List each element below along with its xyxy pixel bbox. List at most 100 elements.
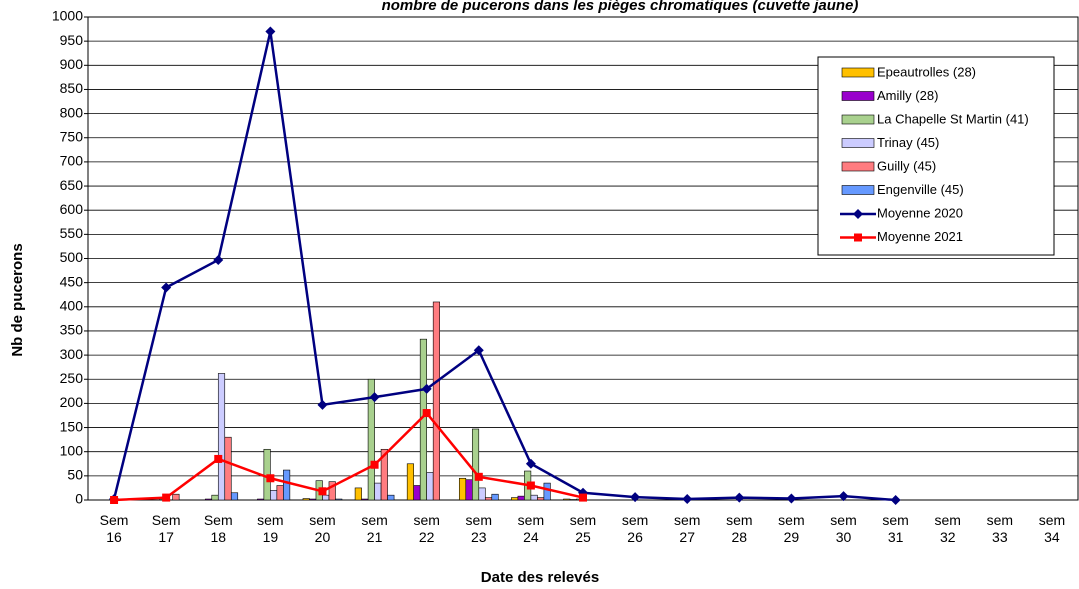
bar	[413, 485, 421, 501]
bar	[335, 498, 343, 501]
x-tick-label: Sem 18	[203, 512, 233, 545]
x-tick-label: sem 31	[882, 512, 909, 545]
x-tick-label: sem 22	[413, 512, 440, 545]
marker	[630, 492, 641, 503]
bar	[380, 448, 388, 501]
bar	[309, 498, 317, 501]
marker	[370, 460, 379, 469]
bar	[230, 492, 239, 501]
bar	[354, 487, 362, 501]
x-axis-label: Date des relevés	[481, 569, 599, 586]
marker	[579, 493, 587, 502]
y-tick-label: 1000	[52, 8, 83, 24]
y-tick-label: 900	[60, 56, 84, 72]
marker	[526, 481, 535, 490]
y-tick-label: 50	[67, 467, 83, 483]
legend-label: Moyenne 2020	[877, 205, 963, 220]
bar	[465, 479, 473, 501]
bar	[322, 494, 330, 501]
y-tick-label: 750	[60, 128, 84, 144]
y-axis-label: Nb de pucerons	[9, 243, 26, 356]
y-tick-label: 400	[60, 298, 84, 314]
bar	[478, 487, 486, 501]
marker	[265, 26, 276, 37]
y-tick-label: 850	[60, 80, 84, 96]
bar	[328, 481, 336, 501]
bar	[491, 493, 499, 501]
marker	[786, 493, 797, 504]
line	[112, 31, 896, 502]
x-tick-label: sem 28	[726, 512, 753, 545]
legend-marker	[854, 233, 862, 242]
chart-title: nombre de pucerons dans les pièges chrom…	[382, 0, 859, 14]
marker	[266, 474, 275, 483]
legend-swatch	[841, 138, 875, 148]
bar	[172, 493, 180, 501]
bar	[426, 472, 434, 501]
bar	[283, 469, 291, 501]
legend: Epeautrolles (28) Amilly (28) La Chapelle …	[817, 56, 1055, 256]
y-tick-label: 450	[60, 273, 84, 289]
x-tick-label: sem 26	[621, 512, 649, 545]
bar	[276, 485, 284, 501]
y-tick-label: 550	[60, 225, 84, 241]
bar	[224, 436, 232, 501]
bar	[217, 373, 226, 501]
y-tick-label: 300	[60, 346, 84, 362]
legend-label: Moyenne 2021	[877, 229, 963, 244]
legend-label: Trinay (45)	[877, 135, 939, 150]
legend-swatch	[841, 67, 875, 78]
bar	[211, 494, 219, 501]
x-tick-label: sem 20	[309, 512, 336, 545]
bar	[517, 495, 525, 501]
bar	[543, 482, 551, 501]
marker	[421, 383, 432, 394]
y-tick-label: 150	[60, 418, 84, 434]
legend-label: Amilly (28)	[877, 88, 938, 103]
marker	[734, 492, 745, 503]
x-tick-label: Sem 17	[151, 512, 181, 545]
legend-label: Engenville (45)	[877, 182, 964, 197]
x-tick-label: sem 29	[778, 512, 805, 545]
bar	[458, 477, 467, 501]
x-tick-label: sem 32	[934, 512, 961, 545]
bar	[302, 498, 310, 501]
legend-label: Epeautrolles (28)	[877, 64, 976, 79]
legend-marker	[853, 209, 863, 219]
x-tick-label: sem 34	[1038, 512, 1066, 545]
legend-swatch	[841, 161, 875, 172]
y-tick-label: 700	[60, 153, 84, 169]
marker	[318, 487, 327, 496]
x-tick-label: sem 27	[673, 512, 701, 545]
x-tick-label: sem 25	[569, 512, 597, 545]
line	[113, 411, 584, 502]
bar	[530, 494, 538, 501]
x-tick-label: Sem 16	[99, 512, 129, 545]
legend-swatch	[841, 185, 875, 195]
y-tick-label: 0	[75, 491, 83, 507]
legend-box	[817, 56, 1055, 256]
bar	[471, 428, 480, 501]
marker	[317, 399, 328, 410]
bar	[257, 498, 265, 501]
legend-swatch	[841, 114, 875, 125]
bar	[406, 463, 414, 501]
marker	[838, 491, 849, 502]
bar	[537, 497, 545, 501]
marker	[110, 496, 119, 504]
y-tick-label: 650	[60, 177, 84, 193]
marker	[890, 495, 901, 505]
x-tick-label: sem 24	[517, 512, 545, 545]
y-tick-label: 950	[60, 32, 84, 48]
x-tick-label: sem 19	[257, 512, 284, 545]
bar	[270, 490, 278, 501]
x-tick-label: sem 21	[361, 512, 388, 545]
y-tick-label: 500	[60, 249, 84, 265]
bar	[511, 497, 519, 501]
marker	[214, 454, 223, 463]
marker	[369, 392, 380, 403]
bar	[563, 498, 571, 501]
y-tick-label: 200	[60, 394, 84, 410]
y-tick-label: 600	[60, 201, 84, 217]
